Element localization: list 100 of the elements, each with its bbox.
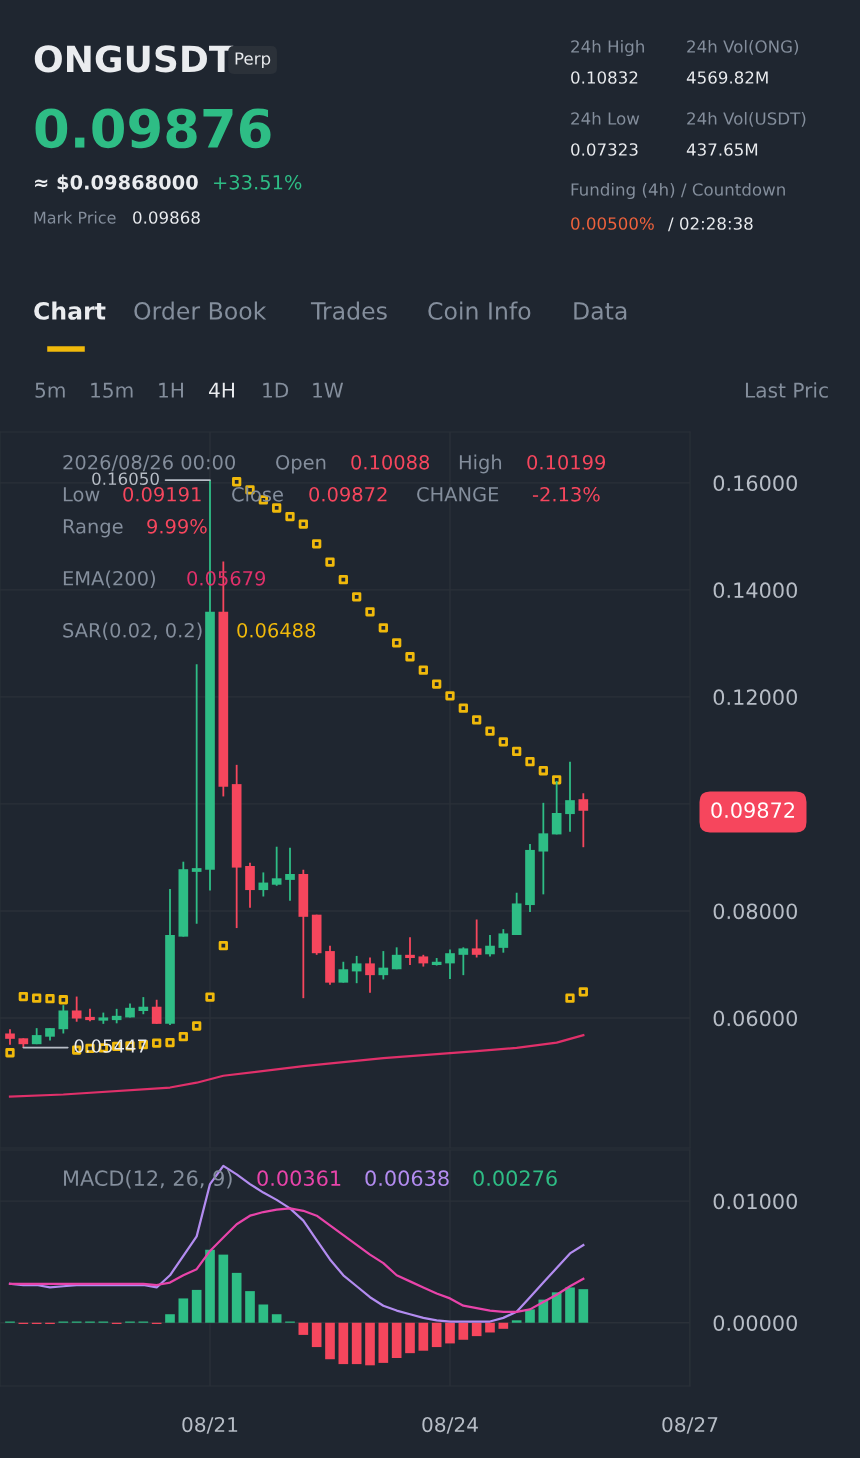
- point: [192, 1021, 202, 1031]
- point: [512, 746, 522, 757]
- candlestick: [285, 846, 295, 902]
- x-tick-label: 08/21: [182, 1416, 238, 1434]
- candlestick: [338, 960, 349, 984]
- point: [485, 726, 495, 736]
- text: 0.00500%: [571, 217, 654, 230]
- bar: [218, 1254, 229, 1323]
- bar: [338, 1322, 349, 1365]
- text: Data: [574, 302, 627, 320]
- annotation: 0.00361: [257, 1170, 341, 1187]
- text: Trades: [310, 301, 387, 320]
- text: / 02:28:38: [668, 217, 753, 232]
- candlestick: [71, 995, 82, 1023]
- point: [18, 991, 28, 1002]
- annotation: 2026/08/26 00:00: [63, 454, 235, 472]
- point: [205, 992, 215, 1002]
- point: [552, 775, 562, 785]
- text: ≈ $0.09868000: [35, 174, 198, 193]
- point: [45, 994, 55, 1004]
- bar: [325, 1322, 335, 1360]
- bar: [511, 1320, 522, 1323]
- annotation: Range: [63, 519, 123, 538]
- text: 24h Vol(ONG): [687, 39, 799, 55]
- text: ONGUSDT: [34, 45, 234, 73]
- annotation: 0.00276: [473, 1170, 557, 1187]
- candlestick: [485, 934, 495, 958]
- point: [5, 1048, 15, 1058]
- text: 5m: [35, 382, 65, 398]
- annotation: High: [459, 454, 502, 474]
- text: 0.09876: [35, 108, 271, 149]
- text: Last Pric: [745, 382, 828, 398]
- y-tick-label: 0.14000: [713, 582, 797, 599]
- bar: [391, 1322, 402, 1359]
- point: [178, 1032, 188, 1042]
- x-tick-label: 08/27: [662, 1416, 718, 1434]
- bar: [471, 1322, 482, 1337]
- point: [392, 638, 402, 648]
- point: [152, 1038, 162, 1048]
- annotation: 0.10088: [351, 454, 430, 470]
- text: 0.09872: [711, 802, 794, 819]
- text: 1W: [313, 382, 344, 398]
- text: Perp: [235, 52, 271, 69]
- candlestick: [578, 792, 589, 849]
- bar: [431, 1322, 442, 1348]
- candlestick: [538, 801, 549, 896]
- text: 0.07323: [571, 143, 638, 156]
- candlestick: [151, 998, 162, 1025]
- y-tick-label: 0.01000: [713, 1193, 797, 1210]
- line-series: [8, 1207, 585, 1313]
- annotation: Low: [63, 487, 100, 502]
- annotation: 0.05447: [74, 1039, 147, 1053]
- bar: [458, 1322, 469, 1340]
- point: [232, 477, 242, 487]
- point: [525, 756, 535, 767]
- annotation: 0.00638: [365, 1170, 449, 1187]
- bar: [205, 1249, 215, 1323]
- bar: [351, 1322, 362, 1365]
- text: 15m: [91, 382, 133, 398]
- candlestick: [498, 928, 509, 954]
- text: +33.51%: [214, 174, 302, 190]
- point: [58, 995, 68, 1005]
- text: Coin Info: [428, 301, 531, 320]
- point: [472, 715, 482, 725]
- bar: [258, 1304, 269, 1323]
- y-tick-label: 0.12000: [713, 689, 797, 706]
- bar: [231, 1272, 242, 1323]
- text: 0.09868: [133, 211, 200, 224]
- y-tick-label: 0.06000: [713, 1010, 797, 1027]
- point: [218, 941, 228, 951]
- annotation: -2.13%: [532, 486, 600, 502]
- text: 24h Low: [571, 111, 640, 125]
- point: [445, 691, 455, 701]
- point: [538, 766, 548, 776]
- candlestick: [258, 871, 269, 898]
- point: [578, 987, 588, 997]
- annotation: 9.99%: [147, 518, 207, 534]
- point: [365, 607, 375, 617]
- candlestick: [271, 845, 282, 887]
- candlestick: [58, 1004, 69, 1035]
- candlestick: [471, 918, 482, 959]
- point: [285, 511, 295, 522]
- y-tick-label: 0.16000: [713, 475, 797, 492]
- bar: [551, 1292, 562, 1323]
- annotation: 0.10199: [527, 454, 606, 470]
- annotation: 0.09872: [309, 486, 387, 502]
- text: 437.65M: [686, 143, 758, 156]
- annotation: SAR(0.02, 0.2): [63, 622, 202, 640]
- text: 24h Vol(USDT): [687, 111, 806, 127]
- bar: [565, 1287, 575, 1323]
- text: 4569.82M: [686, 71, 768, 84]
- bar: [578, 1289, 589, 1323]
- text: Chart: [34, 301, 106, 320]
- point: [312, 539, 322, 549]
- text: Mark Price: [34, 211, 116, 224]
- point: [378, 623, 388, 633]
- point: [298, 519, 308, 529]
- bar: [485, 1322, 495, 1333]
- bar: [498, 1322, 509, 1329]
- point: [418, 665, 428, 675]
